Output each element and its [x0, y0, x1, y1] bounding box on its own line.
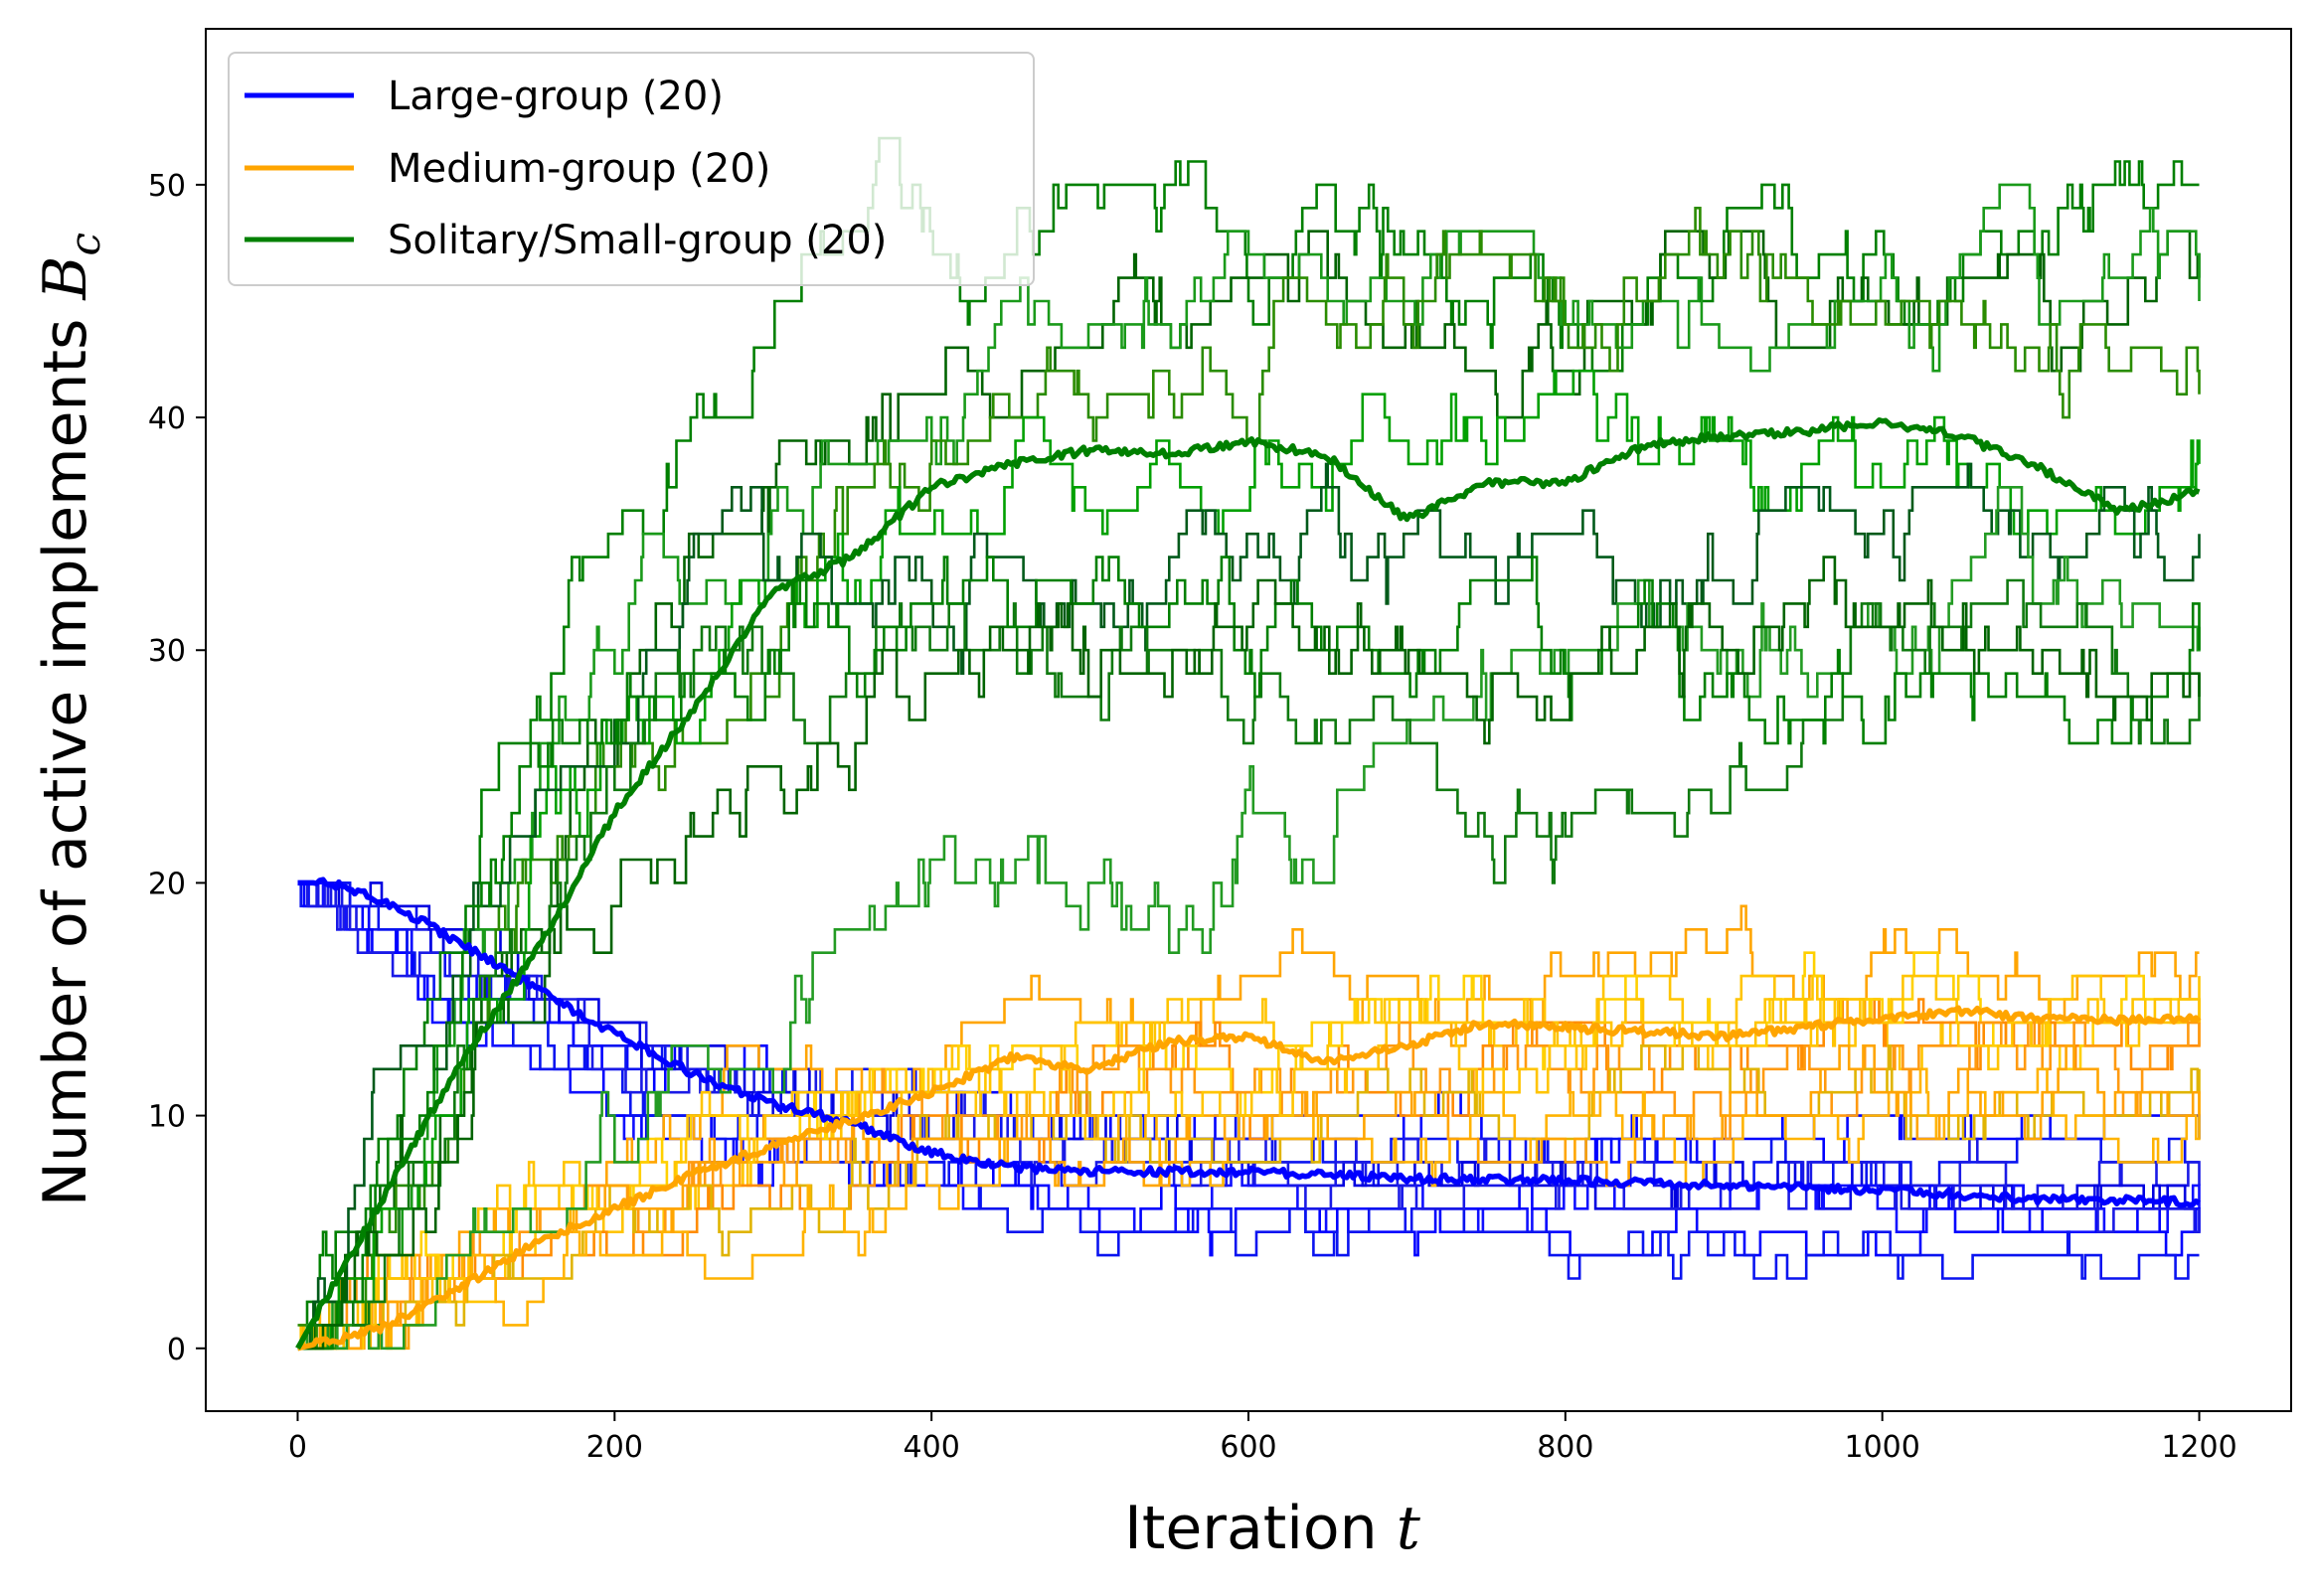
- x-axis-title: Iteration t: [1124, 1494, 1421, 1563]
- x-tick-label: 1000: [1845, 1430, 1920, 1465]
- large-group-run-line: [297, 881, 2201, 1257]
- legend-label-medium-group: Medium-group (20): [388, 146, 770, 192]
- x-tick-label: 200: [586, 1430, 643, 1465]
- y-tick-label: 50: [148, 169, 186, 204]
- y-tick-label: 30: [148, 634, 186, 669]
- y-axis-ticks: 0 10 20 30 40 50: [148, 169, 206, 1367]
- legend-label-large-group: Large-group (20): [388, 74, 724, 119]
- x-axis-variable: t: [1397, 1494, 1421, 1563]
- x-axis-title-text: Iteration: [1124, 1494, 1378, 1563]
- y-tick-label: 10: [148, 1100, 186, 1135]
- x-tick-label: 600: [1220, 1430, 1276, 1465]
- legend-box: [228, 52, 1035, 286]
- solitary-small-group-run-line: [297, 183, 2201, 1351]
- y-axis-variable: B: [31, 255, 100, 300]
- y-axis-title-text: Number of active implements: [31, 319, 100, 1206]
- x-tick-label: 0: [288, 1430, 307, 1465]
- solitary-small-group-run-line: [297, 556, 2201, 1351]
- y-tick-label: 0: [167, 1333, 186, 1367]
- solitary-small-group-run-line: [297, 462, 2201, 1351]
- y-axis-title: Number of active implements Bc: [31, 233, 109, 1206]
- medium-group-mean-line: [296, 1005, 2202, 1352]
- y-tick-label: 20: [148, 867, 186, 901]
- x-tick-label: 400: [904, 1430, 960, 1465]
- x-tick-label: 1200: [2161, 1430, 2236, 1465]
- means-layer: [295, 417, 2202, 1352]
- solitary-small-group-mean-line: [295, 417, 2201, 1351]
- solitary-small-group-run-line: [297, 556, 2201, 1351]
- legend-label-solitary-small-group: Solitary/Small-group (20): [388, 218, 887, 263]
- large-group-mean-line: [297, 877, 2202, 1208]
- y-axis-variable-subscript: c: [61, 233, 109, 256]
- x-axis-ticks: 0 200 400 600 800 1000 1200: [288, 1411, 2237, 1465]
- legend: Large-group (20) Medium-group (20) Solit…: [228, 52, 1035, 286]
- x-tick-label: 800: [1537, 1430, 1593, 1465]
- y-tick-label: 40: [148, 401, 186, 436]
